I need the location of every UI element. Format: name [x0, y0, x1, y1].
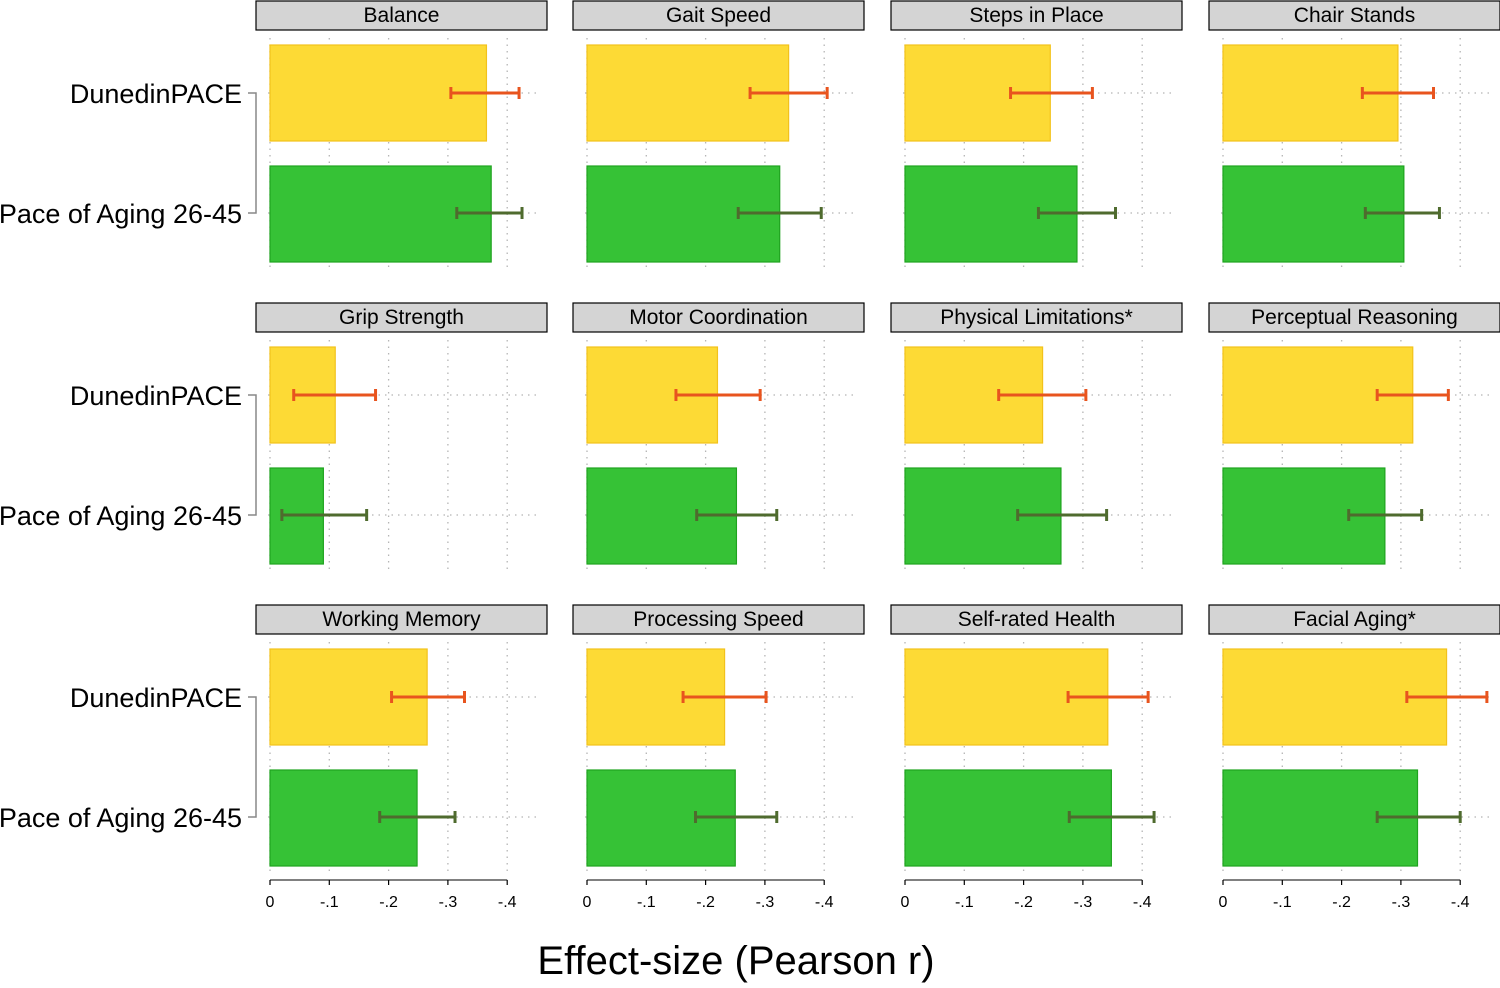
- panel-gait-speed: Gait Speed: [572, 0, 865, 270]
- panel-steps-in-place: Steps in Place: [890, 0, 1183, 270]
- x-tick-label: 0: [901, 894, 910, 911]
- x-tick-label: -.1: [1273, 894, 1292, 911]
- panel-header-box: [572, 302, 865, 333]
- panel-chair-stands: Chair Stands: [1208, 0, 1500, 270]
- panel-title: Grip Strength: [339, 306, 464, 329]
- x-tick-label: -.4: [1451, 894, 1470, 911]
- x-tick-label: -.1: [320, 894, 339, 911]
- panel-title: Gait Speed: [666, 4, 771, 27]
- row-label-group: DunedinPACE Pace of Aging 26-45: [0, 79, 257, 229]
- panel-title: Motor Coordination: [629, 306, 808, 329]
- x-tick-label: 0: [583, 894, 592, 911]
- x-tick-label: -.1: [637, 894, 656, 911]
- row-label-dunedinpace: DunedinPACE: [70, 381, 242, 411]
- x-tick-label: 0: [266, 894, 275, 911]
- row-label-dunedinpace: DunedinPACE: [70, 683, 242, 713]
- panel-header-box: [255, 604, 548, 635]
- panel-header-box: [890, 604, 1183, 635]
- panel-perceptual-reasoning: Perceptual Reasoning: [1208, 302, 1500, 572]
- panel-header-box: [1208, 302, 1500, 333]
- row-label-pace-of-aging-26-45: Pace of Aging 26-45: [0, 199, 242, 229]
- panels-layer: Balance Gait Speed Steps in Place Chair Sta…: [255, 0, 1500, 911]
- panel-working-memory: Working Memory 0 -.1 -.2 -.3 -.4: [255, 604, 548, 911]
- x-tick-label: -.4: [498, 894, 517, 911]
- panel-processing-speed: Processing Speed 0 -.1 -.2 -.3 -.4: [572, 604, 865, 911]
- x-tick-label: -.3: [1392, 894, 1411, 911]
- row-bracket: [248, 92, 257, 214]
- panel-header-box: [255, 302, 548, 333]
- panel-header-box: [890, 0, 1183, 31]
- row-label-group: DunedinPACE Pace of Aging 26-45: [0, 683, 257, 833]
- row-label-group: DunedinPACE Pace of Aging 26-45: [0, 381, 257, 531]
- row-bracket: [248, 696, 257, 818]
- x-tick-label: -.2: [696, 894, 715, 911]
- panel-title: Balance: [364, 4, 440, 27]
- row-label-dunedinpace: DunedinPACE: [70, 79, 242, 109]
- x-tick-label: -.2: [1014, 894, 1033, 911]
- x-axis-title: Effect-size (Pearson r): [537, 939, 934, 983]
- row-label-pace-of-aging-26-45: Pace of Aging 26-45: [0, 501, 242, 531]
- x-tick-label: -.3: [1074, 894, 1093, 911]
- x-tick-label: -.1: [955, 894, 974, 911]
- x-tick-label: -.3: [439, 894, 458, 911]
- panel-header-box: [1208, 604, 1500, 635]
- panel-facial-aging: Facial Aging* 0 -.1 -.2 -.3 -.4: [1208, 604, 1500, 911]
- panel-title: Processing Speed: [633, 608, 803, 631]
- panel-header-box: [890, 302, 1183, 333]
- panel-motor-coordination: Motor Coordination: [572, 302, 865, 572]
- x-tick-label: -.4: [1133, 894, 1152, 911]
- x-tick-label: -.4: [815, 894, 834, 911]
- bar-pace-of-aging-26-45: [269, 165, 492, 263]
- panel-balance: Balance: [255, 0, 548, 270]
- row-label-pace-of-aging-26-45: Pace of Aging 26-45: [0, 803, 242, 833]
- panel-self-rated-health: Self-rated Health 0 -.1 -.2 -.3 -.4: [890, 604, 1183, 911]
- panel-header-box: [255, 0, 548, 31]
- panel-header-box: [1208, 0, 1500, 31]
- panel-title: Steps in Place: [969, 4, 1103, 27]
- panel-title: Facial Aging*: [1293, 608, 1416, 631]
- x-tick-label: 0: [1219, 894, 1228, 911]
- panel-grip-strength: Grip Strength: [255, 302, 548, 572]
- row-bracket: [248, 394, 257, 516]
- panel-title: Chair Stands: [1294, 4, 1415, 27]
- panel-title: Working Memory: [322, 608, 481, 631]
- panel-title: Physical Limitations*: [940, 306, 1133, 329]
- panel-header-box: [572, 604, 865, 635]
- x-tick-label: -.3: [756, 894, 775, 911]
- panel-title: Self-rated Health: [958, 608, 1116, 631]
- panel-physical-limitations: Physical Limitations*: [890, 302, 1183, 572]
- panel-header-box: [572, 0, 865, 31]
- panel-title: Perceptual Reasoning: [1251, 306, 1458, 329]
- x-tick-label: -.2: [1332, 894, 1351, 911]
- x-tick-label: -.2: [379, 894, 398, 911]
